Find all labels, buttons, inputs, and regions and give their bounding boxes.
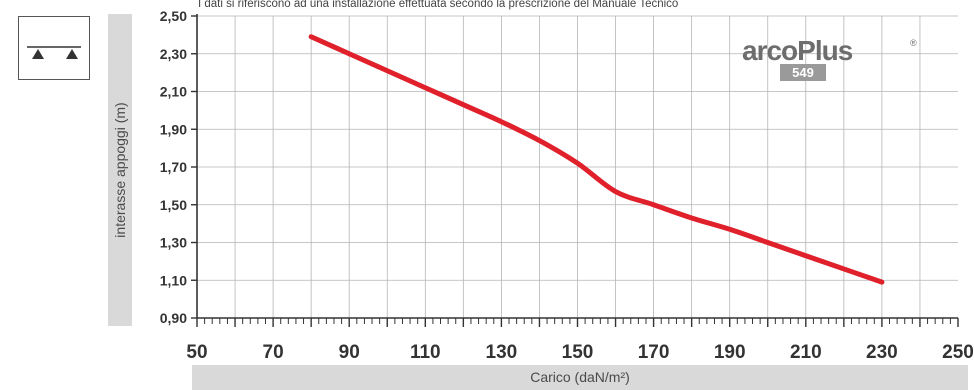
y-tick-label: 1,30 [160,235,187,251]
x-tick-label: 210 [790,342,822,363]
arcoplus-logo: arcoPlus ® 549 [742,36,922,86]
x-axis-label-band [192,365,968,390]
x-tick-label: 70 [263,342,284,363]
x-tick-label: 130 [486,342,518,363]
y-tick-label: 1,50 [160,197,187,213]
y-tick-label: 2,50 [160,8,187,24]
logo-text: arcoPlus [742,35,853,66]
x-tick-label: 50 [186,342,207,363]
x-tick-label: 230 [866,342,898,363]
y-tick-label: 1,10 [160,272,187,288]
beam-on-two-supports-icon [18,16,90,80]
y-tick-label: 0,90 [160,310,187,326]
x-tick-label: 110 [410,342,441,363]
x-tick-label: 170 [638,342,670,363]
x-tick-label: 150 [562,342,594,363]
logo-registered-mark: ® [910,38,917,48]
y-tick-label: 2,10 [160,84,187,100]
logo-model-number: 549 [780,64,826,81]
x-tick-label: 90 [339,342,360,363]
x-axis-label: Carico (daN/m²) [530,369,630,385]
y-tick-label: 1,70 [160,159,187,175]
y-axis-label: interasse appoggi (m) [112,102,128,238]
y-tick-label: 1,90 [160,121,187,137]
x-tick-label: 250 [942,342,974,363]
chart-note: I dati si riferiscono ad una installazio… [198,0,679,10]
x-tick-label: 190 [714,342,746,363]
y-axis-label-band [108,14,132,326]
series-line [308,34,885,285]
y-tick-label: 2,30 [160,46,187,62]
